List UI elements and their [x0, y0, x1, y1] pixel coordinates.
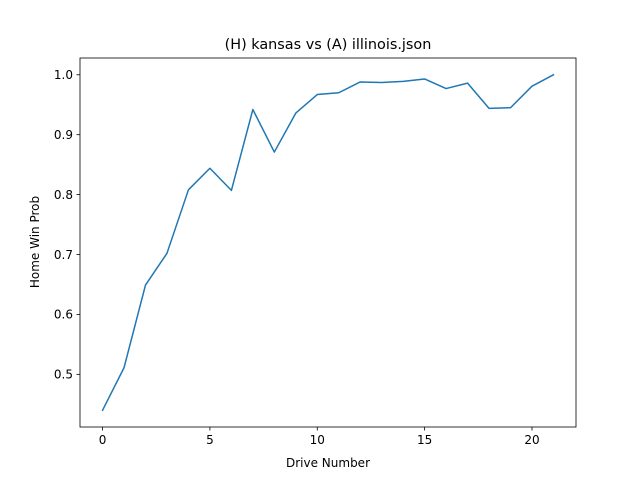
- x-tick-label: 5: [206, 433, 214, 447]
- y-tick-label: 0.8: [54, 188, 73, 202]
- y-axis-label: Home Win Prob: [28, 196, 42, 288]
- y-tick-label: 1.0: [54, 68, 73, 82]
- y-tick-label: 0.5: [54, 368, 73, 382]
- x-tick-label: 20: [524, 433, 539, 447]
- x-axis-label: Drive Number: [286, 456, 370, 470]
- x-tick-label: 10: [310, 433, 325, 447]
- chart-title: (H) kansas vs (A) illinois.json: [225, 37, 432, 53]
- x-tick-label: 0: [99, 433, 107, 447]
- y-tick-label: 0.6: [54, 308, 73, 322]
- x-tick-label: 15: [417, 433, 432, 447]
- y-tick-label: 0.7: [54, 248, 73, 262]
- y-tick-label: 0.9: [54, 128, 73, 142]
